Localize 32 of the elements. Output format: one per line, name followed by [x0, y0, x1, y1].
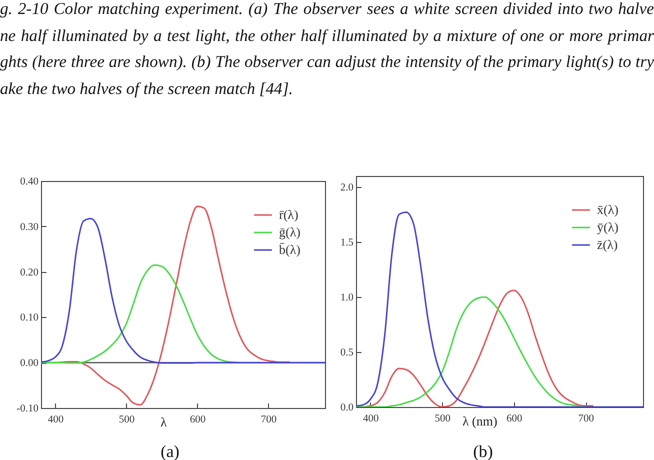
x-tick-label: 400	[48, 414, 64, 426]
y-tick-label: 0.40	[20, 176, 38, 188]
y-tick-label: 0.5	[340, 348, 354, 358]
y-tick-label: 0.20	[20, 267, 38, 278]
legend-label: ȳ(λ)	[597, 220, 618, 234]
x-tick-label: 500	[118, 414, 135, 426]
legend-label: x̄(λ)	[597, 202, 618, 217]
text: ake the two halves of the screen match [44].	[0, 78, 294, 100]
x-tick-label: 700	[578, 414, 594, 424]
legend-label: ḡ(λ)	[279, 224, 300, 240]
y-tick-label: 0.10	[20, 312, 38, 324]
x-axis-title: λ	[160, 414, 168, 430]
text: ne half illuminated by a test light, the other half illuminated by a mixture of one or more primar	[0, 24, 654, 47]
y-tick-label: 2.0	[340, 182, 354, 194]
text: g. 2-10 Color matching experiment. (a) The observer sees a white screen divided into two halve	[0, 0, 654, 20]
y-tick-label: 0.0	[340, 402, 354, 414]
y-tick-label: -0.10	[16, 404, 38, 414]
legend-label: z̄(λ)	[597, 237, 618, 252]
y-tick-label: 0.00	[20, 358, 38, 370]
x-tick-label: 500	[434, 414, 450, 424]
y-tick-label: 1.5	[340, 238, 354, 248]
legend-label: r̄(λ)	[279, 207, 298, 222]
x-tick-label: 600	[190, 414, 206, 426]
x-axis-title: λ (nm)	[462, 414, 498, 428]
legend-label: b̄(λ)	[279, 242, 300, 257]
line-series	[41, 264, 241, 364]
x-tick-label: 700	[260, 414, 277, 426]
y-tick-label: 1.0	[340, 292, 354, 304]
text: ghts (here three are shown). (b) The observer can adjust the intensity of the primary light(s) to try	[0, 51, 654, 73]
x-tick-label: 400	[362, 414, 379, 424]
x-tick-label: 600	[506, 414, 522, 424]
y-tick-label: 0.30	[20, 222, 38, 233]
